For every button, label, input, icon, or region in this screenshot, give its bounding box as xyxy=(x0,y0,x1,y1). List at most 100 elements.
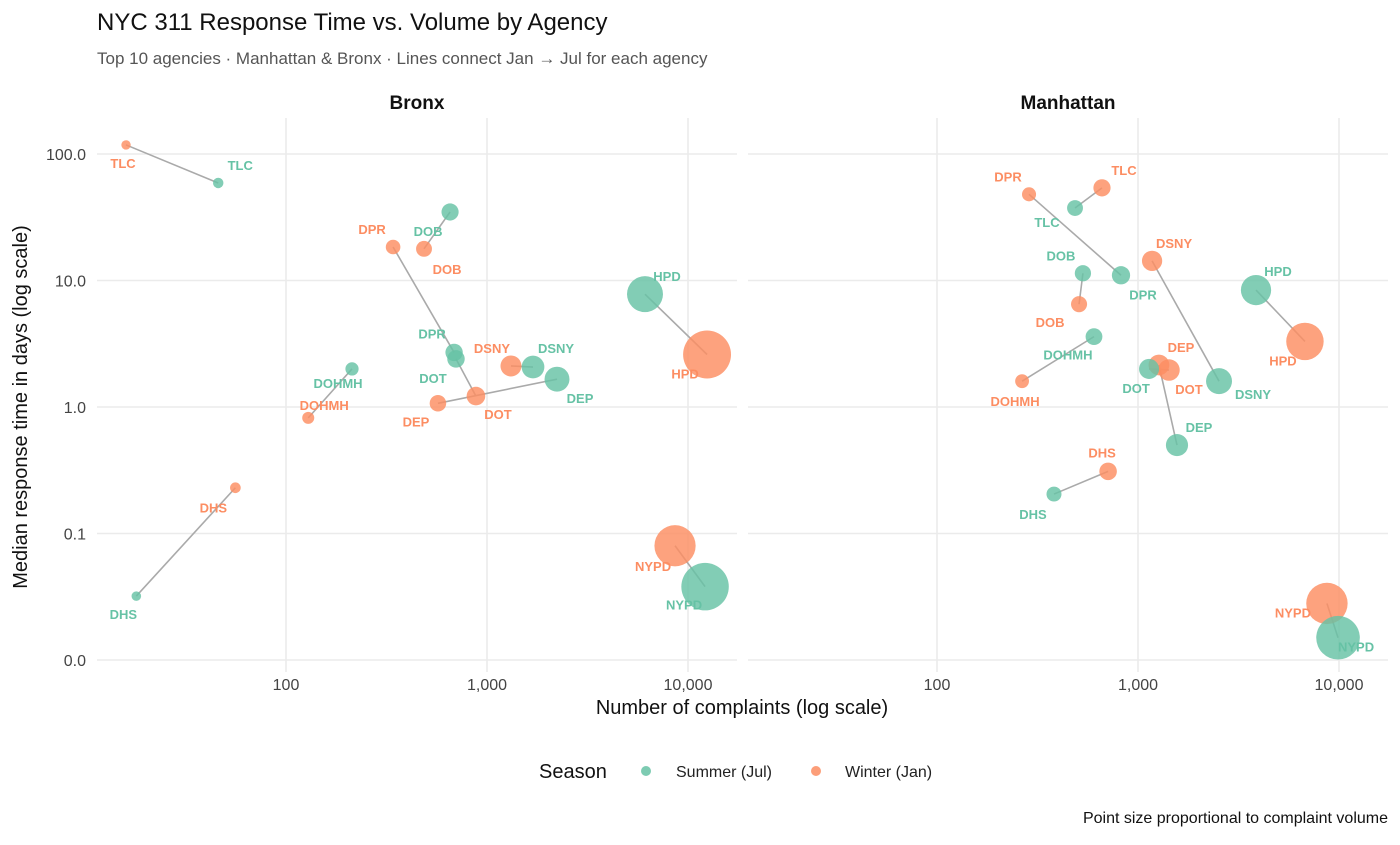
connector-line-dohmh xyxy=(1021,335,1095,382)
point-dep-summer xyxy=(544,366,570,392)
point-label-dep-summer: DEP xyxy=(567,391,594,406)
point-label-hpd-summer: HPD xyxy=(1264,264,1291,279)
point-label-dep-winter: DEP xyxy=(1168,340,1195,355)
caption: Point size proportional to complaint vol… xyxy=(1083,810,1388,827)
panel-manhattan: Manhattan 100 1,000 10,000 TLC DPR DOB DSNY HPD D… xyxy=(748,93,1388,694)
point-nypd-winter xyxy=(654,525,696,567)
point-label-dhs-summer: DHS xyxy=(1019,507,1047,522)
connector-line-dep xyxy=(437,378,558,405)
point-dsny-summer xyxy=(521,355,545,379)
point-hpd-summer xyxy=(627,276,663,313)
legend-label-winter: Winter (Jan) xyxy=(845,764,932,781)
point-label-tlc-winter: TLC xyxy=(110,156,136,171)
point-label-nypd-winter: NYPD xyxy=(635,559,671,574)
point-hpd-winter xyxy=(1286,322,1324,361)
point-dob-summer xyxy=(441,203,459,221)
point-dohmh-winter xyxy=(302,411,315,424)
point-dob-summer xyxy=(1074,265,1092,282)
point-dsny-winter xyxy=(1141,250,1163,271)
point-label-dohmh-winter: DOHMH xyxy=(300,398,349,413)
connector-line-dep xyxy=(1158,364,1178,446)
x-tick-label: 100 xyxy=(273,677,300,694)
connector-line-dsny xyxy=(1151,260,1220,382)
x-tick-label: 10,000 xyxy=(1315,677,1364,694)
connector-line-tlc xyxy=(125,144,219,184)
point-tlc-winter xyxy=(1093,179,1111,197)
chart-subtitle: Top 10 agencies · Manhattan & Bronx · Li… xyxy=(97,49,708,68)
point-label-nypd-winter: NYPD xyxy=(1275,605,1311,620)
point-label-dpr-summer: DPR xyxy=(1129,287,1157,302)
point-dsny-summer xyxy=(1206,368,1233,395)
x-tick-label: 100 xyxy=(924,677,951,694)
legend-key-winter xyxy=(811,766,821,776)
x-tick-label: 1,000 xyxy=(1118,677,1158,694)
point-dhs-winter xyxy=(230,482,241,494)
point-label-dsny-winter: DSNY xyxy=(1156,236,1192,251)
point-dot-summer xyxy=(1139,358,1160,379)
point-dsny-winter xyxy=(500,355,522,377)
point-label-dob-winter: DOB xyxy=(433,262,462,277)
point-dohmh-winter xyxy=(1015,374,1029,389)
point-label-dhs-winter: DHS xyxy=(200,501,228,516)
point-label-nypd-summer: NYPD xyxy=(666,598,702,613)
y-tick-label: 1.0 xyxy=(64,400,86,417)
point-label-dot-winter: DOT xyxy=(484,407,512,422)
point-label-tlc-summer: TLC xyxy=(1034,215,1060,230)
legend-key-summer xyxy=(641,766,651,776)
point-label-hpd-winter: HPD xyxy=(1269,353,1296,368)
point-label-dep-summer: DEP xyxy=(1186,420,1213,435)
point-label-dohmh-winter: DOHMH xyxy=(991,394,1040,409)
point-nypd-summer xyxy=(681,562,729,611)
point-dot-winter xyxy=(466,386,486,406)
point-dohmh-summer xyxy=(345,362,359,376)
chart-title: NYC 311 Response Time vs. Volume by Agen… xyxy=(97,9,607,36)
point-label-dob-summer: DOB xyxy=(414,224,443,239)
point-label-dpr-winter: DPR xyxy=(358,222,386,237)
point-label-dsny-summer: DSNY xyxy=(538,341,574,356)
point-label-dot-winter: DOT xyxy=(1175,382,1203,397)
connector-line-dhs xyxy=(1053,470,1109,495)
connector-line-dpr xyxy=(392,246,455,353)
point-dhs-winter xyxy=(1099,462,1117,481)
y-tick-label: 100.0 xyxy=(46,147,86,164)
point-hpd-winter xyxy=(683,330,732,379)
x-tick-label: 10,000 xyxy=(664,677,713,694)
point-tlc-summer xyxy=(1067,200,1083,216)
point-label-dhs-winter: DHS xyxy=(1088,445,1116,460)
point-label-dot-summer: DOT xyxy=(1122,381,1150,396)
point-label-dep-winter: DEP xyxy=(403,414,430,429)
connector-line-dohmh xyxy=(307,368,353,419)
point-dot-summer xyxy=(447,350,465,368)
point-dpr-winter xyxy=(1022,187,1037,202)
point-label-dpr-summer: DPR xyxy=(418,326,446,341)
point-dep-summer xyxy=(1165,434,1189,457)
point-tlc-summer xyxy=(213,177,224,189)
point-dohmh-summer xyxy=(1085,328,1103,346)
point-label-dpr-winter: DPR xyxy=(994,169,1022,184)
point-dpr-winter xyxy=(385,239,401,255)
point-dob-winter xyxy=(1071,296,1088,313)
y-tick-label: 10.0 xyxy=(55,274,86,291)
point-label-dhs-summer: DHS xyxy=(110,607,138,622)
point-nypd-summer xyxy=(1316,615,1360,660)
panel-strip-label: Bronx xyxy=(390,93,445,114)
point-dhs-summer xyxy=(131,591,142,601)
point-label-dsny-winter: DSNY xyxy=(474,341,510,356)
legend-title: Season xyxy=(539,761,607,783)
connector-line-dhs xyxy=(135,487,236,597)
point-label-tlc-winter: TLC xyxy=(1111,163,1137,178)
point-hpd-summer xyxy=(1240,274,1272,306)
legend: Season Summer (Jul) Winter (Jan) xyxy=(539,761,932,783)
point-label-hpd-winter: HPD xyxy=(671,367,698,382)
panel-bronx: Bronx 0.0 0.1 1.0 10.0 100.0 100 1,000 10,000 TLC… xyxy=(46,93,737,694)
point-label-dohmh-summer: DOHMH xyxy=(313,376,362,391)
point-tlc-winter xyxy=(121,140,131,150)
connector-line-dpr xyxy=(1028,193,1122,276)
point-label-tlc-summer: TLC xyxy=(228,158,254,173)
point-dpr-summer xyxy=(1111,266,1131,285)
x-tick-label: 1,000 xyxy=(467,677,507,694)
y-tick-label: 0.1 xyxy=(64,527,86,544)
point-nypd-winter xyxy=(1306,582,1348,625)
y-axis-label: Median response time in days (log scale) xyxy=(10,225,32,589)
